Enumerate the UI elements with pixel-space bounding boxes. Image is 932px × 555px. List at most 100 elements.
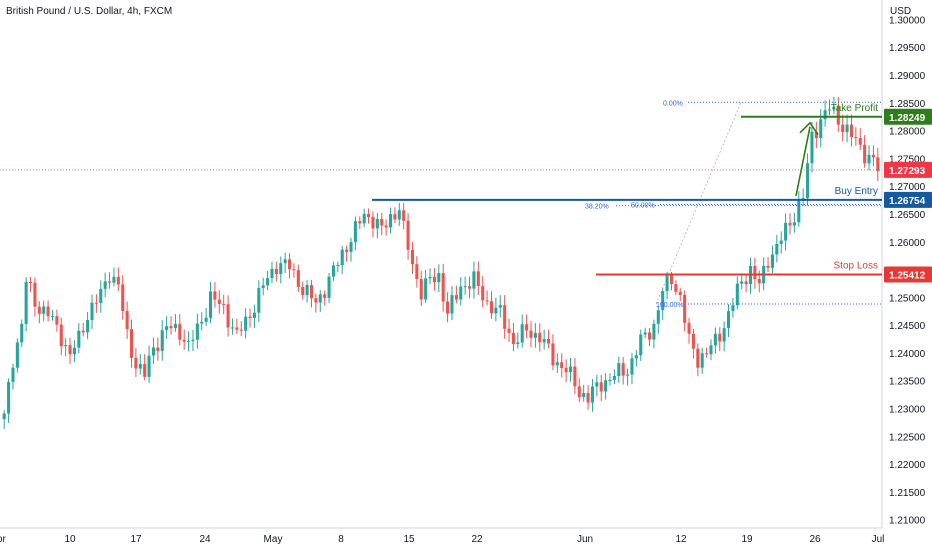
candle-body: [46, 306, 50, 317]
candle-body: [11, 367, 15, 382]
candle-body: [472, 271, 476, 289]
price-tick-label: 1.26500: [889, 210, 926, 221]
candle-body: [727, 311, 731, 329]
candle-body: [296, 270, 300, 287]
candle-body: [318, 294, 322, 303]
candle-body: [595, 382, 599, 387]
candle-body: [753, 265, 757, 279]
candle-body: [766, 265, 770, 268]
price-tick-label: 1.22000: [889, 460, 926, 471]
candle-body: [305, 284, 309, 296]
candle-body: [200, 321, 204, 324]
candle-body: [68, 345, 72, 355]
candle-body: [858, 138, 862, 145]
candle-body: [191, 339, 195, 342]
candle-body: [283, 259, 287, 264]
candle-body: [582, 392, 586, 398]
candle-body: [481, 285, 485, 301]
candle-body: [86, 320, 90, 333]
candle-body: [94, 302, 98, 304]
candle-body: [700, 353, 704, 368]
buy-entry-badge: [884, 191, 932, 208]
candle-body: [428, 276, 432, 279]
candle-body: [810, 131, 814, 164]
candle-body: [696, 348, 700, 368]
candle-body: [669, 275, 674, 285]
candle-body: [217, 299, 221, 304]
candle-body: [647, 332, 652, 340]
price-tick-label: 1.24500: [889, 321, 926, 332]
candle-body: [244, 316, 248, 331]
time-tick-label: Jul: [872, 534, 885, 545]
time-tick-label: 12: [675, 534, 687, 545]
candle-body: [28, 281, 33, 283]
candle-body: [143, 363, 147, 377]
candle-body: [792, 222, 796, 226]
candle-body: [55, 316, 59, 325]
buy-entry-badge-text: 1.26754: [889, 196, 926, 207]
candle-body: [112, 276, 116, 283]
candle-body: [235, 327, 239, 330]
candle-body: [871, 154, 875, 158]
stop-loss-label: Stop Loss: [834, 260, 878, 271]
candle-body: [507, 328, 511, 333]
buy-entry-label: Buy Entry: [835, 186, 878, 197]
candle-body: [678, 291, 682, 295]
price-tick-label: 1.29500: [889, 43, 926, 54]
candle-body: [72, 347, 76, 355]
candle-body: [551, 343, 555, 366]
candle-body: [849, 124, 854, 137]
time-tick-label: 10: [64, 534, 76, 545]
candle-body: [292, 269, 296, 271]
candle-body: [823, 110, 827, 120]
stop-loss-badge-text: 1.25412: [889, 270, 926, 281]
candle-body: [380, 218, 384, 226]
candle-body: [358, 221, 362, 224]
candle-body: [406, 220, 410, 250]
candle-body: [740, 281, 744, 284]
candle-body: [634, 355, 638, 359]
candle-body: [819, 119, 823, 139]
candle-body: [371, 216, 375, 229]
take-profit-label: Take Profit: [831, 103, 878, 114]
candle-body: [288, 259, 292, 270]
price-tick-label: 1.21500: [889, 488, 926, 499]
candle-body: [573, 366, 577, 387]
price-tick-label: 1.28000: [889, 127, 926, 138]
candle-body: [437, 273, 441, 283]
candle-body: [248, 316, 252, 318]
candle-body: [617, 363, 621, 376]
candle-body: [674, 284, 678, 292]
candle-body: [239, 329, 243, 331]
candle-body: [279, 263, 283, 275]
time-tick-label: 19: [741, 534, 753, 545]
stop-loss-badge: [884, 266, 932, 283]
candle-body: [621, 363, 625, 376]
price-tick-label: 1.27000: [889, 182, 926, 193]
candle-body: [125, 310, 129, 330]
candle-body: [503, 305, 507, 329]
candle-body: [108, 281, 112, 283]
candle-body: [867, 154, 871, 164]
candle-body: [731, 305, 735, 312]
target-arrow-shaft: [795, 126, 811, 197]
price-tick-label: 1.30000: [889, 15, 926, 26]
candle-body: [99, 288, 103, 303]
current-price-badge: [884, 161, 932, 178]
candle-body: [683, 294, 687, 323]
candle-body: [661, 291, 665, 311]
candle-body: [266, 278, 270, 286]
candle-body: [160, 330, 164, 351]
candle-body: [590, 386, 594, 403]
candle-body: [832, 106, 836, 110]
candle-body: [446, 301, 450, 314]
candle-body: [814, 131, 818, 139]
candle-body: [459, 286, 463, 300]
candle-body: [797, 200, 801, 223]
candle-body: [77, 330, 81, 348]
candle-body: [388, 214, 393, 228]
candle-body: [432, 276, 436, 283]
candle-body: [656, 310, 660, 324]
candle-body: [639, 334, 643, 356]
candle-body: [542, 339, 546, 343]
